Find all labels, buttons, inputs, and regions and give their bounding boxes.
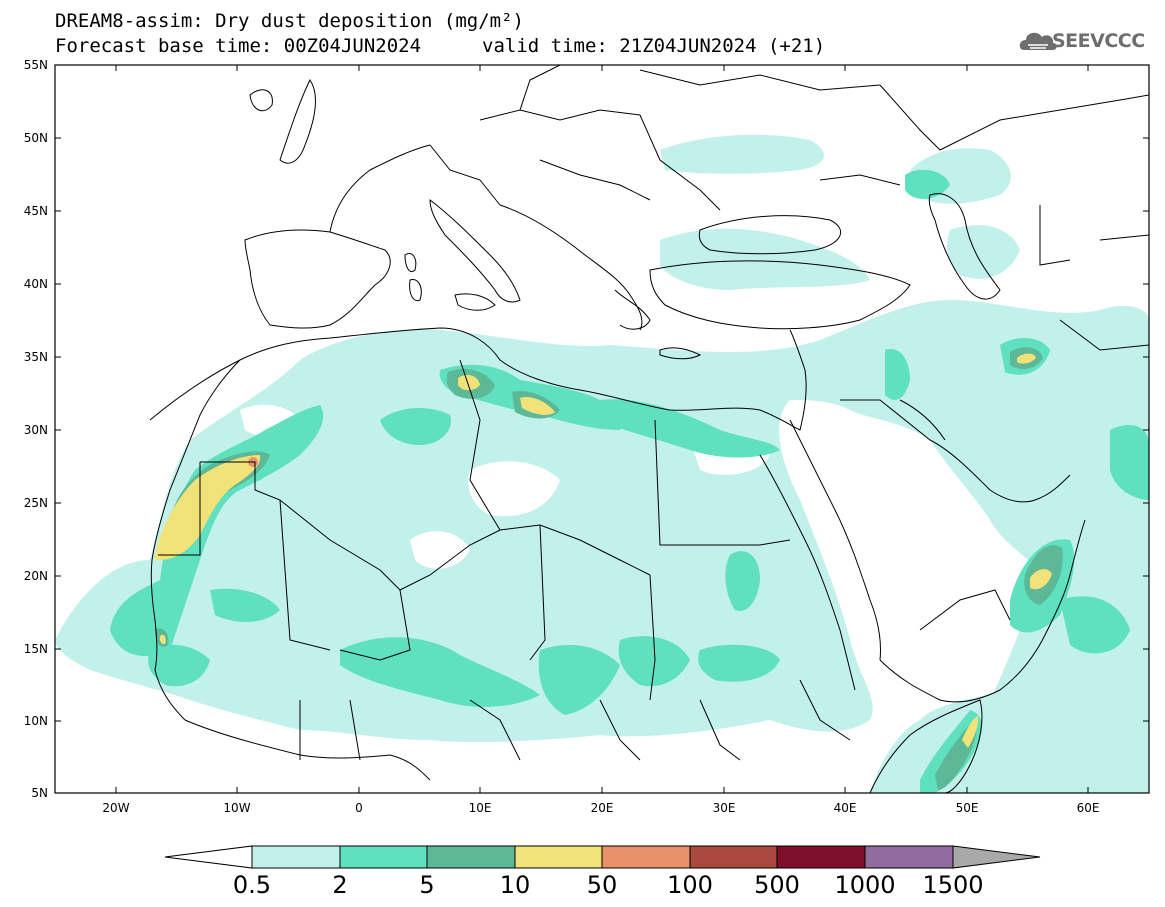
dust-field-mid-chad: [538, 645, 620, 715]
lon-label-40e: 40E: [834, 801, 857, 815]
dust-field-peak-tunisia: [458, 374, 480, 391]
colorbar-label-4: 50: [587, 871, 618, 899]
lat-label-50n: 50N: [24, 131, 48, 145]
lon-label-50e: 50E: [956, 801, 979, 815]
colorbar-cell-0: [251, 845, 341, 869]
dust-field-low-caspian: [947, 225, 1020, 279]
cloud-logo-icon: [1019, 32, 1057, 50]
colorbar-label-6: 500: [754, 871, 800, 899]
colorbar-cell-over: [952, 845, 1041, 869]
lat-label-40n: 40N: [24, 277, 48, 291]
lon-label-10w: 10W: [223, 801, 250, 815]
dust-field-peak-libya: [520, 397, 555, 415]
colorbar-label-1: 2: [332, 871, 347, 899]
longitude-axis: 20W 10W 0 10E 20E 30E 40E 50E 60E: [102, 65, 1099, 815]
latitude-axis: 55N 50N 45N 40N 35N 30N 25N 20N 15N 10N …: [24, 58, 1149, 800]
dust-field-peak-oman: [1030, 569, 1052, 590]
dust-field-mid-senegal: [148, 644, 210, 687]
logo-text: SEEVCCC: [1052, 30, 1145, 52]
colorbar: [164, 845, 1041, 869]
base-time-label: Forecast base time: 00Z04JUN2024: [55, 35, 422, 57]
colorbar-cell-4: [601, 845, 691, 869]
lat-label-25n: 25N: [24, 496, 48, 510]
dust-field-mid-mali: [210, 588, 280, 622]
lat-label-10n: 10N: [24, 714, 48, 728]
colorbar-cell-2: [426, 845, 516, 869]
chart-title: DREAM8-assim: Dry dust deposition (mg/m²…: [55, 10, 524, 32]
map-coastlines: [149, 65, 1149, 793]
lon-label-20e: 20E: [591, 801, 614, 815]
colorbar-cell-7: [864, 845, 954, 869]
colorbar-label-8: 1500: [922, 871, 983, 899]
colorbar-label-5: 100: [667, 871, 713, 899]
dust-field-peak-somalia: [962, 716, 979, 748]
dust-field-mid-sudan2: [698, 644, 780, 682]
dust-field-mid-westsahara: [110, 405, 324, 656]
dust-field-mid-iraq: [885, 349, 910, 400]
dust-field-mid-arabian-sea: [1060, 596, 1130, 654]
colorbar-cell-3: [514, 845, 603, 869]
dust-field-low: [55, 300, 1149, 793]
dust-field-mid-east-edge: [1110, 425, 1149, 500]
lon-label-20w: 20W: [102, 801, 129, 815]
colorbar-label-3: 10: [500, 871, 531, 899]
colorbar-cell-1: [339, 845, 428, 869]
dust-field-peak-westsahara: [154, 455, 261, 560]
lat-label-45n: 45N: [24, 204, 48, 218]
colorbar-label-0: 0.5: [233, 871, 271, 899]
lon-label-0: 0: [355, 801, 363, 815]
dust-field-peak-senegal: [159, 634, 166, 645]
lat-label-5n: 5N: [31, 786, 48, 800]
lon-label-30e: 30E: [713, 801, 736, 815]
lat-label-30n: 30N: [24, 423, 48, 437]
dust-field-mid-kazakh: [905, 169, 950, 200]
dust-field-mid-algeria: [380, 408, 451, 445]
colorbar-cell-5: [689, 845, 778, 869]
colorbar-label-7: 1000: [834, 871, 895, 899]
colorbar-label-2: 5: [419, 871, 434, 899]
dust-deposition-layer: [55, 65, 1149, 793]
dust-field-low-turkey: [660, 228, 870, 290]
dust-field-mid-egypt: [725, 551, 760, 611]
lon-label-10e: 10E: [469, 801, 492, 815]
lat-label-15n: 15N: [24, 642, 48, 656]
lon-label-60e: 60E: [1077, 801, 1100, 815]
lat-label-35n: 35N: [24, 350, 48, 364]
lat-label-55n: 55N: [24, 58, 48, 72]
colorbar-labels: 0.5 2 5 10 50 100 500 1000 1500: [233, 871, 984, 899]
colorbar-cell-under: [164, 845, 253, 869]
lat-label-20n: 20N: [24, 569, 48, 583]
colorbar-cell-6: [776, 845, 866, 869]
dust-field-mid-libya-coast: [600, 399, 780, 458]
valid-time-label: valid time: 21Z04JUN2024 (+21): [482, 35, 826, 57]
dust-field-mid-sahel: [340, 637, 540, 707]
dust-field-peak-iran: [1017, 353, 1036, 364]
dust-field-low-ukraine: [660, 134, 824, 174]
